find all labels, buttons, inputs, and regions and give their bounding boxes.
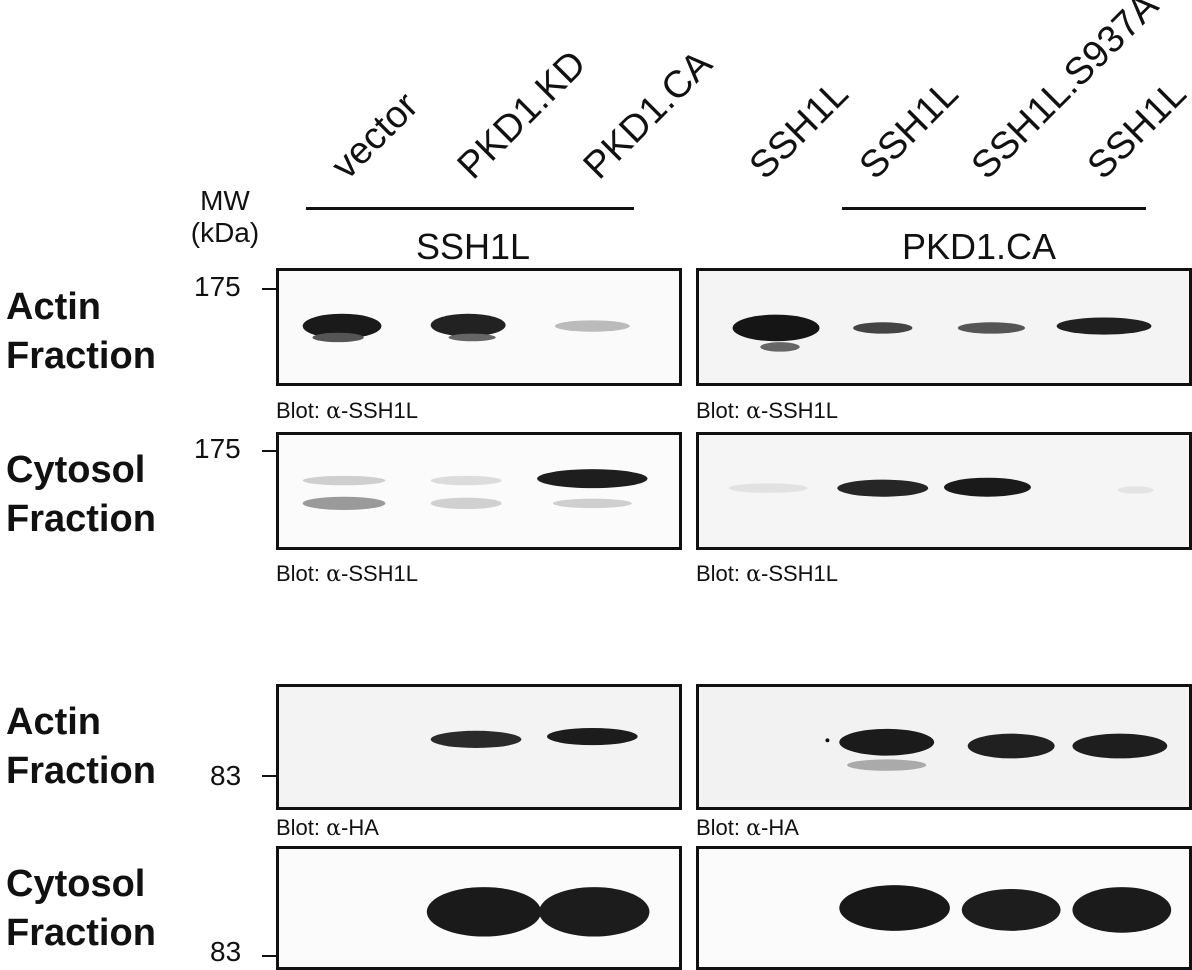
blot-image [699,849,1189,967]
mw-tick-83-cytosol [262,955,276,957]
group-label-pkd1-ca: PKD1.CA [902,226,1057,267]
mw-tick-175-cytosol [262,450,276,452]
blot-antibody: -HA [761,815,799,840]
mw-tick-175-actin [262,288,276,290]
group-underline-right [842,207,1146,210]
blot-label-1-left: Blot: α-SSH1L [276,398,418,424]
blot-image [699,687,1189,807]
row-label-actin-1-line1: Actin [6,286,101,328]
blot-panel-cytosol-ha-right [696,846,1192,970]
row-label-actin-2-line2: Fraction [6,750,156,793]
alpha-symbol: α [326,399,341,424]
mw-header: MW (kDa) [180,185,270,249]
alpha-symbol: α [746,399,761,424]
alpha-symbol: α [746,562,761,587]
mw-header-line1: MW [200,185,250,216]
mw-marker-83-actin: 83 [210,760,242,791]
row-label-cytosol-2-line1: Cytosol [6,863,146,905]
row-label-actin-1-line2: Fraction [6,335,156,378]
alpha-symbol: α [326,816,341,841]
lane-label-pkd1-kd: PKD1.KD [449,42,595,188]
blot-panel-actin-ssh1l-right [696,268,1192,386]
row-label-actin-2: Actin Fraction [6,698,156,797]
row-label-actin-2-line1: Actin [6,701,101,743]
blot-label-2-left: Blot: α-SSH1L [276,561,418,587]
row-label-cytosol-2: Cytosol Fraction [6,860,156,959]
group-underline-left [306,207,634,210]
mw-marker-175-actin: 175 [194,271,241,302]
blot-image [699,271,1189,383]
blot-image [279,849,679,967]
blot-prefix: Blot: [696,398,747,423]
row-label-cytosol-1-line2: Fraction [6,498,156,541]
blot-antibody: -SSH1L [761,398,839,423]
row-label-cytosol-2-line2: Fraction [6,912,156,955]
blot-panel-actin-ssh1l-left [276,268,682,386]
group-label-ssh1l: SSH1L [416,226,531,267]
blot-antibody: -SSH1L [761,561,839,586]
blot-panel-actin-ha-left [276,684,682,810]
lane-label-vector: vector [323,84,427,188]
blot-prefix: Blot: [276,561,327,586]
blot-image [279,435,679,547]
alpha-symbol: α [746,816,761,841]
mw-marker-83-cytosol: 83 [210,936,242,967]
lane-label-ssh1l-2: SSH1L [851,72,967,188]
blot-prefix: Blot: [276,398,327,423]
row-label-cytosol-1-line1: Cytosol [6,449,146,491]
blot-antibody: -SSH1L [341,561,419,586]
blot-antibody: -HA [341,815,379,840]
blot-image [699,435,1189,547]
blot-image [279,271,679,383]
blot-prefix: Blot: [696,561,747,586]
blot-panel-cytosol-ssh1l-left [276,432,682,550]
blot-image [279,687,679,807]
lane-label-ssh1l: SSH1L [741,72,857,188]
mw-tick-83-actin [262,775,276,777]
blot-label-2-right: Blot: α-SSH1L [696,561,838,587]
lane-label-ssh1l-3: SSH1L [1079,72,1192,188]
blot-prefix: Blot: [276,815,327,840]
mw-header-line2: (kDa) [190,217,260,249]
mw-marker-175-cytosol: 175 [194,433,241,464]
alpha-symbol: α [326,562,341,587]
blot-label-3-right: Blot: α-HA [696,815,799,841]
blot-prefix: Blot: [696,815,747,840]
blot-panel-cytosol-ha-left [276,846,682,970]
blot-label-3-left: Blot: α-HA [276,815,379,841]
row-label-actin-1: Actin Fraction [6,283,156,382]
blot-label-1-right: Blot: α-SSH1L [696,398,838,424]
blot-panel-cytosol-ssh1l-right [696,432,1192,550]
lane-label-pkd1-ca: PKD1.CA [575,42,721,188]
blot-panel-actin-ha-right [696,684,1192,810]
blot-antibody: -SSH1L [341,398,419,423]
row-label-cytosol-1: Cytosol Fraction [6,446,156,545]
